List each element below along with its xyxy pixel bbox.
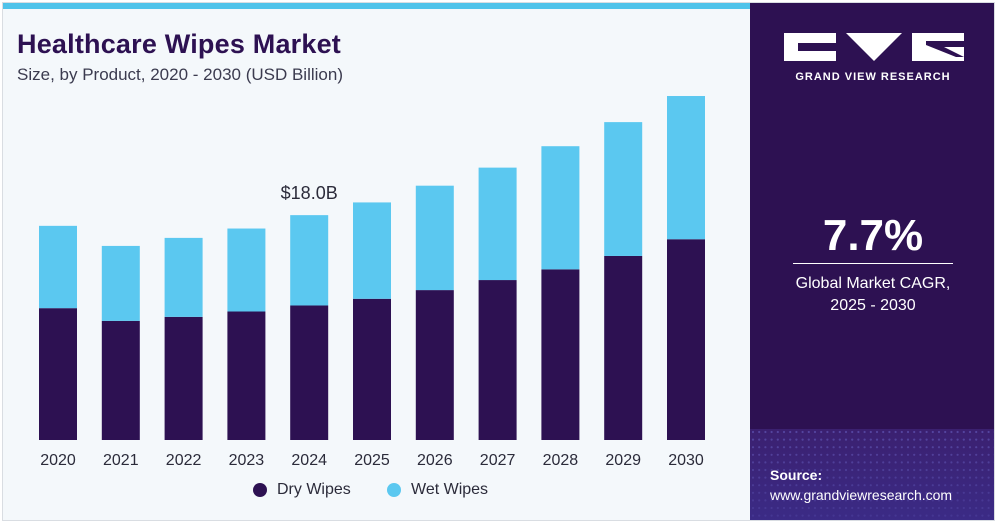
bar-wet-wipes-2020 xyxy=(39,225,77,309)
source-panel: Source: www.grandviewresearch.com xyxy=(750,429,994,520)
x-tick-label: 2022 xyxy=(166,452,202,469)
bar-dry-wipes-2030 xyxy=(667,239,705,440)
x-tick-label: 2029 xyxy=(605,452,641,469)
bar-wet-wipes-2023 xyxy=(227,228,266,312)
source-link[interactable]: www.grandviewresearch.com xyxy=(770,487,953,503)
bar-dry-wipes-2025 xyxy=(353,298,391,440)
bar-wet-wipes-2026 xyxy=(415,185,454,291)
grand-view-research-logo xyxy=(784,33,964,61)
x-tick-label: 2020 xyxy=(40,452,76,469)
bar-wet-wipes-2027 xyxy=(478,167,517,281)
x-tick-label: 2026 xyxy=(417,452,453,469)
bar-dry-wipes-2029 xyxy=(604,255,643,440)
legend-label: Wet Wipes xyxy=(411,481,489,498)
source-label: Source: xyxy=(770,467,823,483)
legend-label: Dry Wipes xyxy=(277,481,351,498)
sidebar-panel: GRAND VIEW RESEARCH 7.7% Global Market C… xyxy=(750,3,994,520)
divider xyxy=(793,263,953,264)
bar-wet-wipes-2028 xyxy=(541,146,580,270)
cagr-label-line2: 2025 - 2030 xyxy=(830,297,916,314)
cagr-label-line1: Global Market CAGR, xyxy=(795,275,951,292)
bar-dry-wipes-2023 xyxy=(227,311,266,440)
bar-chart: 2020 2021 2022 2023 2024 $18.0B 2025 2026 2027 20… xyxy=(39,96,705,469)
bar-wet-wipes-2022 xyxy=(164,237,203,317)
legend-item-wet-wipes: Wet Wipes xyxy=(387,481,488,499)
bar-dry-wipes-2026 xyxy=(415,290,454,440)
bar-wet-wipes-2025 xyxy=(353,202,391,299)
bar-dry-wipes-2020 xyxy=(39,308,77,440)
bar-dry-wipes-2021 xyxy=(101,320,140,440)
cagr-label: Global Market CAGR, 2025 - 2030 xyxy=(750,273,994,317)
chart-subtitle: Size, by Product, 2020 - 2030 (USD Billi… xyxy=(17,65,343,84)
legend-swatch-wet-wipes xyxy=(387,483,401,497)
bar-wet-wipes-2029 xyxy=(604,122,643,256)
bar-wet-wipes-2024 xyxy=(290,215,329,306)
accent-bar xyxy=(3,3,750,9)
dot-pattern xyxy=(751,430,994,517)
x-tick-label: 2021 xyxy=(103,452,139,469)
brand-name: GRAND VIEW RESEARCH xyxy=(795,71,951,83)
x-tick-label: 2030 xyxy=(668,452,704,469)
legend-swatch-dry-wipes xyxy=(253,483,267,497)
legend-item-dry-wipes: Dry Wipes xyxy=(253,481,351,499)
bar-wet-wipes-2030 xyxy=(667,96,705,240)
x-tick-label: 2028 xyxy=(543,452,579,469)
cagr-value: 7.7% xyxy=(822,211,924,260)
x-tick-label: 2025 xyxy=(354,452,390,469)
chart-title: Healthcare Wipes Market xyxy=(17,29,341,59)
bar-dry-wipes-2027 xyxy=(478,280,517,440)
data-label: $18.0B xyxy=(281,183,338,203)
bar-dry-wipes-2022 xyxy=(164,316,203,440)
chart-legend: Dry Wipes Wet Wipes xyxy=(3,481,750,505)
bar-wet-wipes-2021 xyxy=(101,245,140,321)
bar-dry-wipes-2024 xyxy=(290,305,329,440)
x-tick-label: 2024 xyxy=(291,452,327,469)
x-tick-label: 2023 xyxy=(229,452,265,469)
x-tick-label: 2027 xyxy=(480,452,516,469)
bar-dry-wipes-2028 xyxy=(541,269,580,440)
